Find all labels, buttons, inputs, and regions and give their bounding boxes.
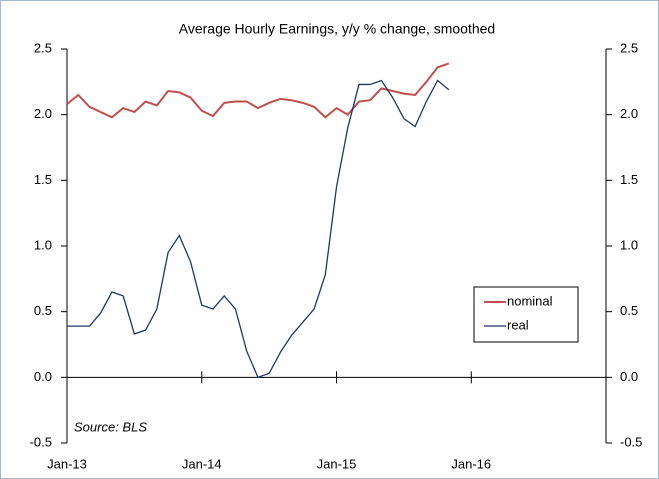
y2-tick-label: 1.0 (620, 237, 638, 252)
chart-title: Average Hourly Earnings, y/y % change, s… (179, 21, 495, 37)
legend-box (473, 286, 579, 343)
series-line (66, 62, 450, 119)
y-tick-label: -0.5 (30, 434, 52, 449)
y2-tick-label: 1.5 (620, 172, 638, 187)
x-tick-label: Jan-13 (47, 456, 87, 471)
source-note: Source: BLS (74, 419, 147, 434)
y2-tick-label: -0.5 (620, 434, 642, 449)
legend-label: real (507, 317, 529, 332)
legend-label: nominal (507, 293, 553, 308)
y-tick-label: 2.0 (34, 106, 52, 121)
x-tick-label: Jan-16 (451, 456, 491, 471)
y-tick-label: 1.5 (34, 172, 52, 187)
y-tick-label: 0.0 (34, 369, 52, 384)
y-tick-label: 1.0 (34, 237, 52, 252)
y-tick-label: 2.5 (34, 40, 52, 55)
x-tick-label: Jan-15 (317, 456, 357, 471)
x-tick-label: Jan-14 (182, 456, 222, 471)
y2-tick-label: 2.0 (620, 106, 638, 121)
y2-tick-label: 0.5 (620, 303, 638, 318)
y2-tick-label: 0.0 (620, 369, 638, 384)
y-tick-label: 0.5 (34, 303, 52, 318)
series-line (67, 79, 450, 379)
y2-tick-label: 2.5 (620, 40, 638, 55)
